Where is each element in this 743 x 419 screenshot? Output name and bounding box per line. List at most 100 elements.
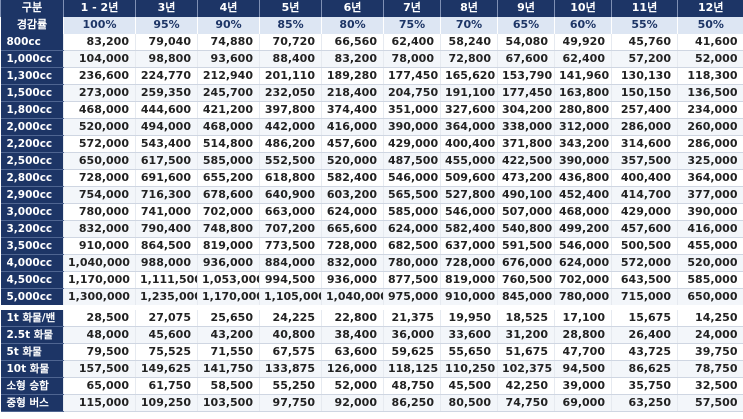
tax-value-cell: 540,800 xyxy=(497,220,555,239)
tax-value-cell: 54,080 xyxy=(497,33,555,52)
tax-value-cell: 429,000 xyxy=(383,135,441,154)
tax-value-cell: 421,200 xyxy=(197,101,260,120)
tax-value-cell: 603,200 xyxy=(321,186,384,205)
tax-value-cell: 280,800 xyxy=(554,101,612,120)
row-label: 1t 화물/밴 xyxy=(0,305,64,328)
tax-value-cell: 79,040 xyxy=(135,33,198,52)
tax-value-cell: 582,400 xyxy=(440,220,498,239)
tax-value-cell: 115,000 xyxy=(63,394,136,413)
tax-value-cell: 707,200 xyxy=(259,220,322,239)
tax-value-cell: 38,400 xyxy=(321,326,384,345)
tax-value-cell: 572,000 xyxy=(63,135,136,154)
period-header-row: 구분 1 - 2년 3년 4년 5년 6년 7년 8년 9년 10년 11년 1… xyxy=(0,0,743,17)
tax-value-cell: 572,000 xyxy=(611,254,678,273)
period-header: 3년 xyxy=(135,0,198,17)
tax-value-cell: 1,053,000 xyxy=(197,271,260,290)
tax-value-cell: 177,450 xyxy=(383,67,441,86)
tax-value-cell: 624,000 xyxy=(383,220,441,239)
tax-value-cell: 494,000 xyxy=(135,118,198,137)
tax-value-cell: 43,200 xyxy=(197,326,260,345)
tax-value-cell: 543,400 xyxy=(135,135,198,154)
row-label: 3,000cc xyxy=(0,203,64,222)
tax-value-cell: 80,500 xyxy=(440,394,498,413)
tax-value-cell: 88,400 xyxy=(259,50,322,69)
tax-value-cell: 617,500 xyxy=(135,152,198,171)
tax-value-cell: 224,770 xyxy=(135,67,198,86)
tax-value-cell: 422,500 xyxy=(497,152,555,171)
tax-value-cell: 455,000 xyxy=(440,152,498,171)
tax-value-cell: 141,960 xyxy=(554,67,612,86)
rate-cell: 85% xyxy=(259,16,322,34)
tax-value-cell: 754,000 xyxy=(63,186,136,205)
tax-value-cell: 58,240 xyxy=(440,33,498,52)
tax-value-cell: 51,675 xyxy=(497,343,555,362)
tax-value-cell: 25,650 xyxy=(197,305,260,328)
period-header: 9년 xyxy=(497,0,555,17)
tax-value-cell: 31,200 xyxy=(497,326,555,345)
tax-value-cell: 546,000 xyxy=(554,237,612,256)
tax-value-cell: 552,500 xyxy=(259,152,322,171)
tax-value-cell: 104,000 xyxy=(63,50,136,69)
tax-value-cell: 390,000 xyxy=(383,118,441,137)
tax-value-cell: 1,040,000 xyxy=(321,288,384,309)
tax-value-cell: 204,750 xyxy=(383,84,441,103)
tax-value-cell: 416,000 xyxy=(677,220,743,239)
rate-cell: 80% xyxy=(321,16,384,34)
tax-value-cell: 191,100 xyxy=(440,84,498,103)
tax-value-cell: 416,000 xyxy=(321,118,384,137)
tax-value-cell: 682,500 xyxy=(383,237,441,256)
tax-value-cell: 780,000 xyxy=(383,254,441,273)
tax-value-cell: 71,550 xyxy=(197,343,260,362)
tax-value-cell: 780,000 xyxy=(63,203,136,222)
tax-value-cell: 414,700 xyxy=(611,186,678,205)
rate-cell: 100% xyxy=(63,16,136,34)
row-label: 1,300cc xyxy=(0,67,64,86)
tax-value-cell: 357,500 xyxy=(611,152,678,171)
tax-value-cell: 910,000 xyxy=(440,288,498,309)
tax-value-cell: 397,800 xyxy=(259,101,322,120)
tax-value-cell: 83,200 xyxy=(321,50,384,69)
rate-cell: 50% xyxy=(677,16,743,34)
tax-value-cell: 232,050 xyxy=(259,84,322,103)
tax-value-cell: 83,200 xyxy=(63,33,136,52)
table-row: 3,500cc 910,000 864,500 819,000 773,500 728,0… xyxy=(0,237,743,256)
table-row: 1,300cc 236,600 224,770 212,940 201,110 189,2… xyxy=(0,67,743,86)
tax-value-cell: 650,000 xyxy=(63,152,136,171)
tax-value-cell: 74,880 xyxy=(197,33,260,52)
tax-value-cell: 52,000 xyxy=(677,50,743,69)
row-label: 2,900cc xyxy=(0,186,64,205)
tax-value-cell: 153,790 xyxy=(497,67,555,86)
tax-value-cell: 93,600 xyxy=(197,50,260,69)
tax-value-cell: 1,111,500 xyxy=(135,271,198,290)
rate-cell: 60% xyxy=(554,16,612,34)
tax-value-cell: 371,800 xyxy=(497,135,555,154)
tax-value-cell: 78,750 xyxy=(677,360,743,379)
rate-row-label: 경감률 xyxy=(0,16,64,34)
tax-value-cell: 61,750 xyxy=(135,377,198,396)
tax-value-cell: 546,000 xyxy=(440,203,498,222)
tax-value-cell: 691,600 xyxy=(135,169,198,188)
tax-value-cell: 975,000 xyxy=(383,288,441,309)
row-label: 5,000cc xyxy=(0,288,64,309)
tax-value-cell: 304,200 xyxy=(497,101,555,120)
tax-value-cell: 70,720 xyxy=(259,33,322,52)
tax-value-cell: 14,250 xyxy=(677,305,743,328)
tax-value-cell: 286,000 xyxy=(677,135,743,154)
tax-value-cell: 457,600 xyxy=(321,135,384,154)
tax-value-cell: 520,000 xyxy=(321,152,384,171)
tax-value-cell: 136,500 xyxy=(677,84,743,103)
tax-value-cell: 546,000 xyxy=(383,169,441,188)
tax-value-cell: 48,750 xyxy=(383,377,441,396)
tax-value-cell: 514,800 xyxy=(197,135,260,154)
tax-value-cell: 565,500 xyxy=(383,186,441,205)
period-header: 12년 xyxy=(677,0,743,17)
tax-value-cell: 994,500 xyxy=(259,271,322,290)
tax-value-cell: 790,400 xyxy=(135,220,198,239)
table-row: 800cc 83,200 79,040 74,880 70,720 66,560 62,40… xyxy=(0,33,743,52)
tax-value-cell: 665,600 xyxy=(321,220,384,239)
table-row: 2,500cc 650,000 617,500 585,000 552,500 520,0… xyxy=(0,152,743,171)
tax-value-cell: 444,600 xyxy=(135,101,198,120)
row-label: 소형 승합 xyxy=(0,377,64,396)
tax-value-cell: 643,500 xyxy=(611,271,678,290)
